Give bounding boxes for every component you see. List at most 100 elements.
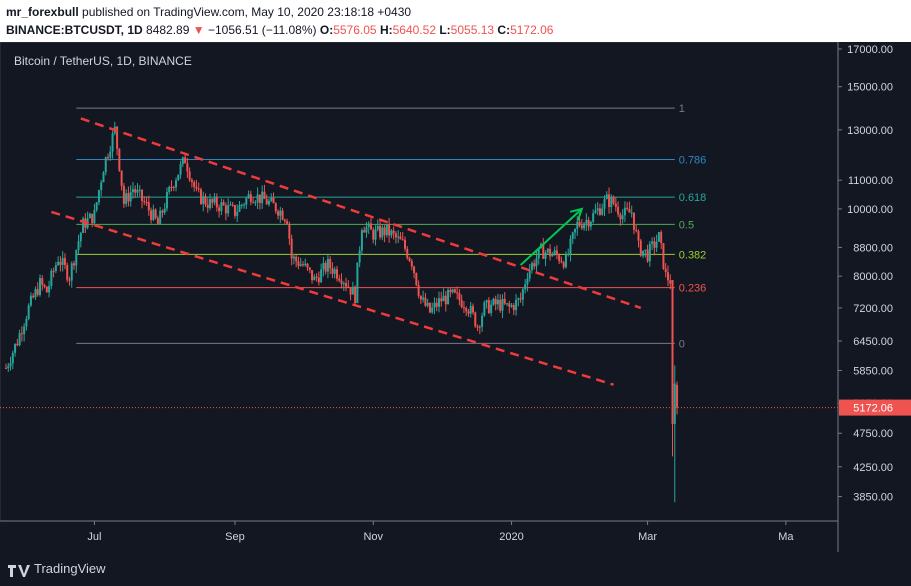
- candle-body: [313, 276, 316, 281]
- fib-level-label: 0.5: [679, 219, 694, 231]
- candle-body: [57, 261, 60, 266]
- candle-body: [431, 307, 434, 313]
- candle-body: [644, 249, 647, 251]
- candle-body: [179, 164, 182, 175]
- price-tick-label: 15000.00: [847, 82, 893, 94]
- candle-body: [363, 230, 366, 233]
- candle-body: [66, 265, 69, 280]
- candle-body: [272, 197, 275, 204]
- candle-body: [465, 307, 468, 312]
- candle-body: [195, 186, 198, 189]
- candle-body: [68, 279, 71, 281]
- candle-body: [612, 197, 615, 204]
- candle-body: [501, 298, 504, 311]
- price-tick-label: 17000.00: [847, 44, 893, 56]
- candle-body: [190, 179, 193, 182]
- channel-line: [50, 210, 614, 386]
- candle-body: [657, 232, 660, 242]
- candle-body: [608, 194, 611, 208]
- candle-body: [628, 208, 631, 213]
- candle-body: [345, 283, 348, 287]
- candle-body: [499, 299, 502, 311]
- candle-body: [165, 191, 168, 209]
- candle-body: [315, 276, 318, 278]
- candle-body: [184, 157, 187, 164]
- candle-body: [381, 227, 384, 238]
- candle-body: [141, 189, 144, 201]
- candle-body: [469, 306, 472, 314]
- candle-body: [487, 300, 490, 314]
- time-tick-label: Mar: [638, 531, 657, 543]
- price-tick-label: 5850.00: [853, 365, 893, 377]
- candle-body: [460, 300, 463, 308]
- candle-body: [406, 248, 409, 258]
- candle-body: [617, 207, 620, 215]
- candle-body: [138, 189, 141, 191]
- candle-body: [290, 238, 293, 259]
- price-chart[interactable]: Bitcoin / TetherUS, 1D, BINANCE 1 0.786 0.6…: [0, 41, 911, 552]
- candle-body: [335, 269, 338, 279]
- footer: TradingView: [0, 552, 911, 586]
- candle-body: [392, 230, 395, 234]
- price-tick-label: 10000.00: [847, 204, 893, 216]
- candle-body: [481, 315, 484, 327]
- change-arrow-icon: ▼: [192, 23, 205, 37]
- candle-body: [299, 264, 302, 266]
- candle-body: [152, 209, 155, 220]
- candle-body: [483, 302, 486, 316]
- candle-body: [147, 202, 150, 211]
- candle-body: [224, 205, 227, 214]
- candle-body: [537, 247, 540, 259]
- candle-body: [145, 202, 148, 204]
- candle-body: [206, 204, 209, 209]
- candle-body: [642, 250, 645, 256]
- tradingview-logo-text: TradingView: [34, 561, 106, 576]
- fib-level-label: 1: [679, 103, 685, 115]
- candle-body: [614, 203, 617, 208]
- candle-body: [592, 213, 595, 222]
- candle-body: [351, 286, 354, 295]
- candle-body: [365, 227, 368, 233]
- candle-body: [5, 367, 7, 369]
- candle-body: [354, 286, 357, 303]
- candle-body: [485, 300, 488, 303]
- candle-body: [107, 157, 110, 159]
- published-text: published on TradingView.com, May 10, 20…: [82, 5, 412, 19]
- candle-body: [453, 289, 456, 293]
- candle-body: [45, 286, 48, 293]
- candle-body: [204, 196, 207, 205]
- candle-body: [218, 207, 221, 212]
- chart-area[interactable]: Bitcoin / TetherUS, 1D, BINANCE 1 0.786 0.6…: [0, 41, 911, 552]
- candle-body: [265, 198, 268, 205]
- candle-body: [503, 298, 506, 304]
- candle-body: [254, 202, 257, 204]
- candle-body: [438, 298, 441, 307]
- candle-body: [331, 268, 334, 274]
- candle-body: [401, 239, 404, 241]
- close-label: C:: [497, 23, 511, 37]
- candle-body: [517, 298, 520, 300]
- author-name[interactable]: mr_forexbull: [6, 5, 79, 19]
- tradingview-logo[interactable]: TradingView: [8, 561, 106, 577]
- candle-body: [39, 278, 42, 295]
- candle-body: [524, 284, 527, 290]
- candle-body: [526, 278, 529, 285]
- candle-body: [555, 250, 558, 256]
- price-tick-label: 6450.00: [853, 336, 893, 348]
- candle-body: [447, 290, 450, 305]
- arrow-head-icon: [569, 207, 584, 221]
- candle-body: [7, 366, 10, 369]
- candle-body: [673, 383, 676, 424]
- candle-body: [131, 189, 134, 193]
- candle-body: [472, 306, 475, 313]
- price-tick-label: 7200.00: [853, 303, 893, 315]
- candle-body: [73, 263, 76, 266]
- candle-body: [109, 151, 112, 158]
- candle-body: [530, 263, 533, 271]
- candle-body: [59, 261, 62, 265]
- candle-body: [163, 208, 166, 213]
- candle-body: [676, 384, 679, 408]
- candle-body: [324, 263, 327, 272]
- candle-body: [326, 259, 329, 272]
- candle-body: [596, 208, 599, 211]
